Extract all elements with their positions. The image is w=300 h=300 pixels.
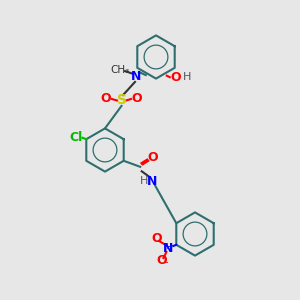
- Text: -: -: [165, 257, 168, 268]
- Text: CH₃: CH₃: [110, 65, 130, 75]
- Text: H: H: [182, 72, 191, 82]
- Text: O: O: [100, 92, 111, 106]
- Text: O: O: [148, 151, 158, 164]
- Text: O: O: [170, 71, 181, 84]
- Text: N: N: [131, 70, 142, 83]
- Text: N: N: [163, 242, 173, 255]
- Text: N: N: [147, 175, 158, 188]
- Text: S: S: [116, 94, 127, 107]
- Text: O: O: [151, 232, 162, 245]
- Text: +: +: [163, 242, 170, 251]
- Text: O: O: [132, 92, 142, 106]
- Text: H: H: [140, 176, 148, 186]
- Text: Cl: Cl: [69, 131, 82, 144]
- Text: O: O: [157, 254, 167, 268]
